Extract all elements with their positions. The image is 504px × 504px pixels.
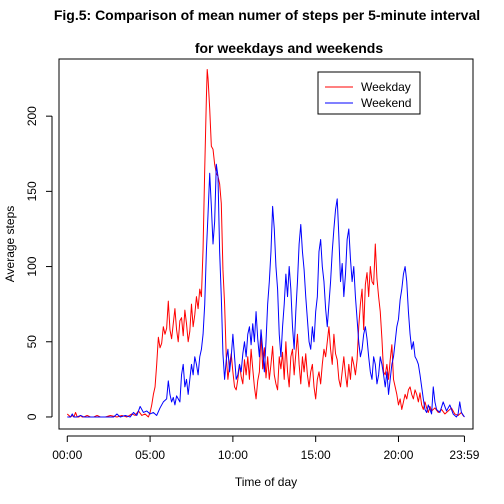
y-axis: 0 50 100 150 200: [25, 106, 53, 420]
legend-label-weekday: Weekday: [361, 80, 411, 94]
x-axis: 00:00 05:00 10:00 15:00 20:00 23:59: [52, 435, 480, 462]
legend-label-weekend: Weekend: [361, 96, 411, 110]
x-tick-label: 15:00: [301, 448, 331, 462]
x-axis-label: Time of day: [235, 475, 297, 489]
x-tick-label: 20:00: [383, 448, 413, 462]
series-line-weekday: [66, 69, 465, 418]
legend-box: [317, 71, 421, 115]
y-tick-label: 200: [25, 106, 39, 126]
series-line-weekend: [67, 163, 465, 418]
x-tick-label: 05:00: [135, 448, 165, 462]
series-layer: [66, 69, 465, 418]
chart-title-line-2: for weekdays and weekends: [195, 40, 384, 56]
legend: Weekday Weekend: [317, 71, 421, 115]
x-tick-label: 10:00: [218, 448, 248, 462]
y-tick-label: 50: [25, 335, 39, 349]
y-tick-label: 0: [25, 413, 39, 420]
x-tick-label: 23:59: [449, 448, 479, 462]
y-tick-label: 150: [25, 181, 39, 201]
chart-title-line-1: Fig.5: Comparison of mean numer of steps…: [54, 7, 480, 23]
y-axis-label: Average steps: [3, 206, 17, 283]
x-tick-label: 00:00: [52, 448, 82, 462]
plot-frame: [58, 58, 474, 430]
y-tick-label: 100: [25, 256, 39, 276]
